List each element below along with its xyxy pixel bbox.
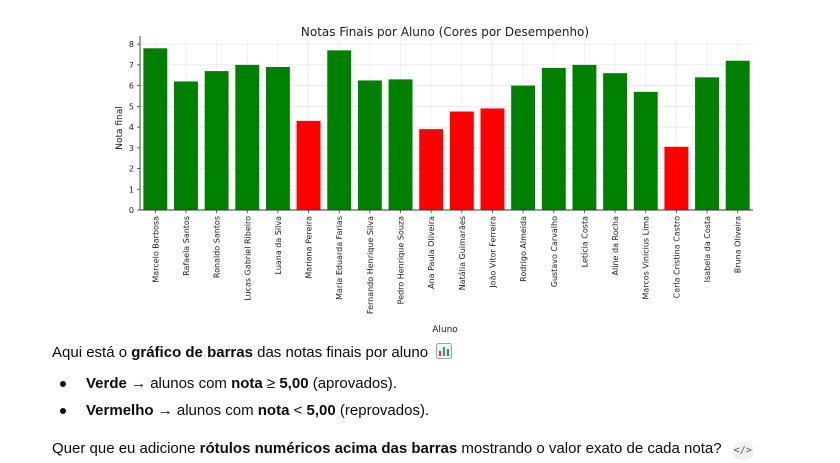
bar: [265, 66, 290, 210]
bar: [572, 64, 597, 210]
x-tick-label: Ana Paula Oliveira: [427, 216, 436, 289]
bullet-threshold: 5,00: [279, 375, 309, 392]
bar: [695, 77, 719, 210]
question-text: Quer que eu adicione rótulos numéricos a…: [52, 439, 754, 460]
y-tick-label: 0: [129, 206, 134, 215]
bullet-operator: ≥: [262, 375, 280, 392]
bar: [235, 64, 260, 210]
bullet-end: (reprovados).: [335, 402, 430, 419]
x-tick-label: Luana da Silva: [274, 216, 283, 275]
x-tick-label: Mariana Pereira: [305, 216, 314, 279]
x-tick-label: Carla Cristina Castro: [672, 216, 681, 298]
bar: [327, 50, 352, 211]
bullet-approved: Verde → alunos com nota ≥ 5,00 (aprovado…: [56, 374, 429, 401]
plot-area: 0 1 2 3 4 5 6 7 8 Marcelo Barbosa Rafaela Santos Ro…: [129, 36, 753, 314]
bar: [541, 67, 566, 210]
bullet-dot-icon: [60, 381, 66, 387]
bar: [480, 108, 505, 210]
x-tick-label: Pedro Henrique Souza: [397, 216, 406, 304]
bullet-dot-icon: [60, 408, 66, 414]
intro-text: Aqui está o gráfico de barras das notas …: [52, 343, 453, 363]
bar: [725, 60, 750, 211]
bullet-middle: → alunos com: [153, 402, 258, 419]
y-axis-label: Nota final: [115, 106, 125, 150]
intro-suffix: das notas finais por aluno: [252, 344, 429, 361]
bullet-bold-nota: nota: [257, 402, 290, 419]
code-icon[interactable]: </>: [731, 442, 754, 460]
bar: [633, 91, 658, 210]
chart-title: Notas Finais por Aluno (Cores por Desemp…: [301, 25, 589, 39]
bullet-end: (aprovados).: [308, 375, 397, 392]
x-axis-label: Aluno: [432, 325, 458, 335]
bullet-failed: Vermelho → alunos com nota < 5,00 (repro…: [56, 401, 429, 428]
question-bold: rótulos numéricos acima das barras: [199, 440, 458, 457]
x-tick-label: Maria Eduarda Farias: [335, 216, 344, 300]
bar: [664, 146, 689, 210]
x-tick-label: Gustavo Carvalho: [550, 216, 559, 287]
bullet-color-word: Vermelho: [86, 402, 154, 419]
bar: [174, 81, 198, 211]
question-prefix: Quer que eu adicione: [52, 440, 200, 457]
y-tick-label: 7: [129, 61, 134, 70]
legend-bullet-list: Verde → alunos com nota ≥ 5,00 (aprovado…: [56, 374, 429, 428]
bullet-operator: <: [289, 402, 307, 419]
bar-chart-emoji-icon: [436, 343, 453, 359]
x-tick-label: Isabela da Costa: [703, 216, 712, 282]
bar: [511, 85, 536, 210]
bar: [204, 71, 229, 210]
bar-chart: Notas Finais por Aluno (Cores por Desemp…: [115, 25, 753, 335]
y-tick-label: 4: [129, 123, 134, 132]
x-tick-label: Rodrigo Almeida: [519, 216, 528, 282]
y-tick-label: 8: [129, 40, 134, 49]
y-tick-label: 3: [129, 144, 134, 153]
x-tick-label: Rafaela Santos: [182, 216, 191, 276]
y-tick-label: 1: [129, 185, 134, 194]
bar: [296, 120, 321, 210]
x-tick-label: Bruna Oliveira: [734, 216, 743, 273]
x-tick-label: Fernando Henrique Silva: [366, 216, 375, 314]
bar: [419, 129, 444, 210]
bar: [357, 80, 382, 211]
y-tick-label: 6: [129, 82, 134, 91]
bullet-middle: → alunos com: [126, 375, 232, 392]
bar: [603, 73, 628, 210]
x-tick-label: Natália Guimarães: [458, 216, 467, 290]
question-suffix: mostrando o valor exato de cada nota?: [457, 440, 722, 457]
bullet-threshold: 5,00: [306, 402, 336, 419]
bar: [143, 48, 168, 211]
bullet-color-word: Verde: [86, 375, 127, 392]
x-tick-label: João Vitor Ferreira: [488, 216, 497, 289]
x-tick-label: Letícia Costa: [580, 216, 589, 267]
x-tick-label: Marcos Vinicius Lima: [642, 216, 651, 300]
x-tick-label: Lucas Gabriel Ribeiro: [243, 216, 252, 301]
x-tick-label: Aline da Rocha: [611, 216, 620, 276]
y-tick-label: 2: [129, 165, 134, 174]
x-tick-label: Ronaldo Santos: [213, 216, 222, 278]
x-tick-label: Marcelo Barbosa: [151, 216, 160, 283]
intro-bold: gráfico de barras: [131, 344, 253, 361]
bar: [388, 79, 413, 210]
y-tick-label: 5: [129, 102, 134, 111]
bullet-bold-nota: nota: [231, 375, 263, 392]
intro-prefix: Aqui está o: [52, 344, 132, 361]
bar: [449, 111, 474, 210]
